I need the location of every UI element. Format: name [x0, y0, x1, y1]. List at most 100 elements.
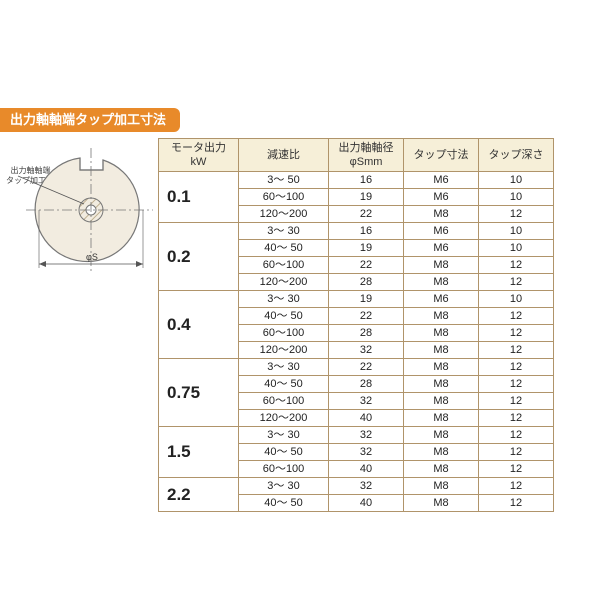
cell-depth: 12	[479, 478, 554, 495]
cell-kw: 0.1	[159, 172, 239, 223]
cell-depth: 10	[479, 223, 554, 240]
cell-depth: 12	[479, 325, 554, 342]
cell-dia: 28	[329, 325, 404, 342]
cell-depth: 10	[479, 189, 554, 206]
cell-ratio: 60～100	[239, 325, 329, 342]
cell-ratio: 60～100	[239, 461, 329, 478]
cell-ratio: 60～100	[239, 189, 329, 206]
cell-ratio: 3～ 30	[239, 291, 329, 308]
cell-depth: 12	[479, 308, 554, 325]
cell-tap: M6	[404, 240, 479, 257]
cell-tap: M8	[404, 257, 479, 274]
cell-ratio: 40～ 50	[239, 444, 329, 461]
cell-ratio: 120～200	[239, 342, 329, 359]
cell-depth: 12	[479, 274, 554, 291]
spec-table-head: モータ出力 kW 減速比 出力軸軸径 φSmm タップ寸法 タップ深さ	[159, 139, 554, 172]
cell-dia: 32	[329, 478, 404, 495]
cell-tap: M8	[404, 444, 479, 461]
col-header-kw: モータ出力 kW	[159, 139, 239, 172]
cell-tap: M8	[404, 478, 479, 495]
cell-depth: 10	[479, 291, 554, 308]
col-header-dia: 出力軸軸径 φSmm	[329, 139, 404, 172]
cell-dia: 32	[329, 427, 404, 444]
col-header-tap: タップ寸法	[404, 139, 479, 172]
cell-tap: M8	[404, 410, 479, 427]
cell-depth: 12	[479, 342, 554, 359]
cell-dia: 16	[329, 223, 404, 240]
cell-dia: 22	[329, 359, 404, 376]
cell-tap: M6	[404, 223, 479, 240]
cell-depth: 12	[479, 427, 554, 444]
shaft-end-diagram: φS	[8, 142, 153, 292]
cell-depth: 12	[479, 376, 554, 393]
cell-tap: M8	[404, 376, 479, 393]
cell-depth: 12	[479, 206, 554, 223]
cell-depth: 12	[479, 257, 554, 274]
cell-dia: 40	[329, 495, 404, 512]
cell-kw: 0.4	[159, 291, 239, 359]
cell-depth: 12	[479, 393, 554, 410]
table-row: 0.23～ 3016M610	[159, 223, 554, 240]
cell-dia: 40	[329, 410, 404, 427]
cell-depth: 10	[479, 172, 554, 189]
cell-depth: 12	[479, 444, 554, 461]
table-row: 2.23～ 3032M812	[159, 478, 554, 495]
section-title: 出力軸軸端タップ加工寸法	[0, 108, 180, 132]
table-row: 0.13～ 5016M610	[159, 172, 554, 189]
cell-dia: 32	[329, 444, 404, 461]
cell-tap: M8	[404, 427, 479, 444]
cell-ratio: 40～ 50	[239, 376, 329, 393]
cell-tap: M8	[404, 495, 479, 512]
table-row: 0.753～ 3022M812	[159, 359, 554, 376]
cell-ratio: 3～ 50	[239, 172, 329, 189]
table-row: 0.43～ 3019M610	[159, 291, 554, 308]
cell-dia: 28	[329, 376, 404, 393]
cell-ratio: 120～200	[239, 206, 329, 223]
col-header-depth: タップ深さ	[479, 139, 554, 172]
cell-ratio: 40～ 50	[239, 240, 329, 257]
cell-dia: 19	[329, 240, 404, 257]
cell-depth: 12	[479, 359, 554, 376]
phi-s-label: φS	[86, 252, 98, 262]
cell-tap: M8	[404, 325, 479, 342]
cell-ratio: 3～ 30	[239, 427, 329, 444]
cell-depth: 12	[479, 495, 554, 512]
cell-dia: 32	[329, 393, 404, 410]
cell-depth: 12	[479, 461, 554, 478]
cell-kw: 1.5	[159, 427, 239, 478]
cell-ratio: 40～ 50	[239, 308, 329, 325]
cell-dia: 22	[329, 308, 404, 325]
spec-table-container: モータ出力 kW 減速比 出力軸軸径 φSmm タップ寸法 タップ深さ 0.13…	[158, 138, 553, 512]
cell-ratio: 120～200	[239, 410, 329, 427]
cell-depth: 12	[479, 410, 554, 427]
cell-tap: M8	[404, 308, 479, 325]
cell-dia: 19	[329, 189, 404, 206]
cell-ratio: 60～100	[239, 257, 329, 274]
cell-tap: M6	[404, 172, 479, 189]
cell-ratio: 120～200	[239, 274, 329, 291]
cell-tap: M6	[404, 189, 479, 206]
cell-dia: 40	[329, 461, 404, 478]
cell-tap: M8	[404, 359, 479, 376]
col-header-ratio: 減速比	[239, 139, 329, 172]
cell-dia: 22	[329, 206, 404, 223]
cell-ratio: 3～ 30	[239, 359, 329, 376]
cell-dia: 16	[329, 172, 404, 189]
table-row: 1.53～ 3032M812	[159, 427, 554, 444]
cell-ratio: 40～ 50	[239, 495, 329, 512]
cell-ratio: 3～ 30	[239, 478, 329, 495]
spec-table: モータ出力 kW 減速比 出力軸軸径 φSmm タップ寸法 タップ深さ 0.13…	[158, 138, 554, 512]
cell-tap: M8	[404, 274, 479, 291]
cell-tap: M8	[404, 206, 479, 223]
spec-table-body: 0.13～ 5016M61060～10019M610120～20022M8120…	[159, 172, 554, 512]
cell-depth: 10	[479, 240, 554, 257]
cell-dia: 28	[329, 274, 404, 291]
cell-tap: M8	[404, 461, 479, 478]
cell-tap: M6	[404, 291, 479, 308]
cell-kw: 0.75	[159, 359, 239, 427]
cell-kw: 0.2	[159, 223, 239, 291]
cell-kw: 2.2	[159, 478, 239, 512]
cell-ratio: 3～ 30	[239, 223, 329, 240]
cell-dia: 22	[329, 257, 404, 274]
cell-dia: 32	[329, 342, 404, 359]
